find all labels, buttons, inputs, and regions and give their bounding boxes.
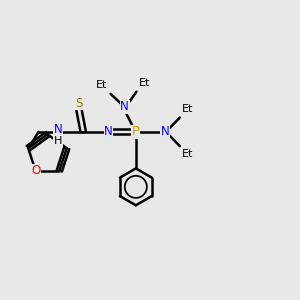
Text: Et: Et — [96, 80, 107, 90]
Text: O: O — [31, 164, 40, 177]
Text: H: H — [54, 136, 62, 146]
Text: Et: Et — [182, 104, 194, 114]
Text: N: N — [104, 125, 113, 138]
Text: Et: Et — [139, 78, 150, 88]
Text: S: S — [75, 97, 82, 110]
Text: N: N — [160, 125, 169, 138]
Text: N: N — [120, 100, 129, 113]
Text: Et: Et — [182, 149, 194, 160]
Text: N: N — [54, 123, 62, 136]
Text: P: P — [132, 125, 140, 138]
